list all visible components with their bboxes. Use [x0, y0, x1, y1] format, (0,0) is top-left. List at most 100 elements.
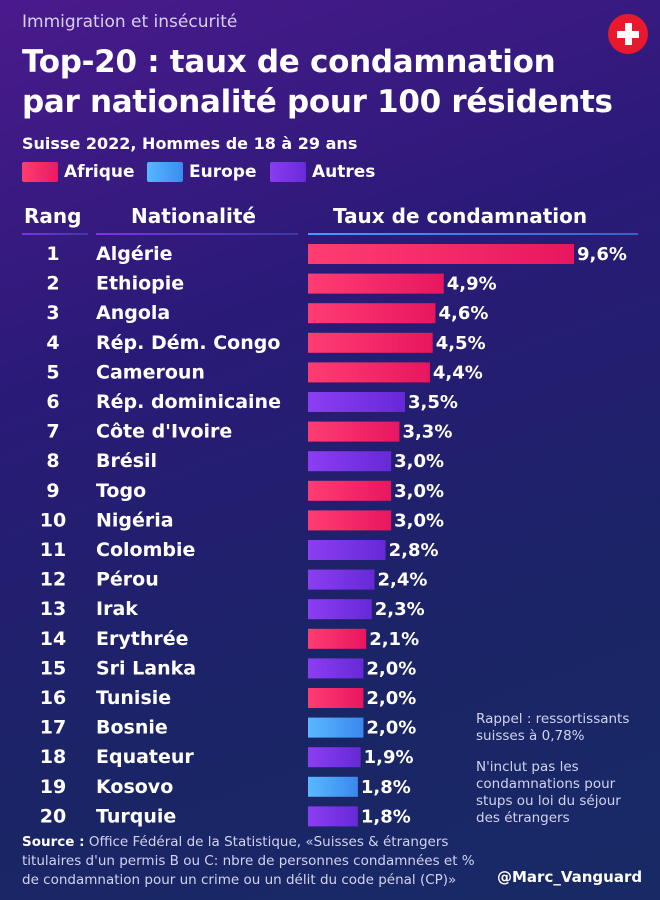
- rank-label: 19: [40, 776, 66, 798]
- rank-label: 18: [40, 746, 66, 768]
- value-label: 1,9%: [364, 747, 414, 768]
- category-label: Cameroun: [96, 361, 205, 383]
- value-label: 2,1%: [369, 629, 419, 650]
- rank-label: 9: [46, 480, 59, 502]
- bar: [308, 806, 358, 827]
- category-label: Nigéria: [96, 509, 174, 531]
- legend-item-afrique: Afrique: [22, 162, 135, 182]
- category-label: Togo: [96, 480, 146, 502]
- rank-label: 8: [46, 450, 59, 472]
- bar: [308, 273, 444, 294]
- category-label: Colombie: [96, 539, 195, 561]
- category-label: Côte d'Ivoire: [96, 421, 232, 443]
- value-label: 3,0%: [394, 481, 444, 502]
- rank-label: 4: [46, 332, 59, 354]
- bar-chart: 1 Algérie 9,6% 2 Ethiopie 4,9% 3 Angola 4,6% 4 Rép…: [40, 243, 627, 827]
- header-rule-nationality: [96, 233, 298, 235]
- swiss-flag-icon: [608, 14, 648, 54]
- value-label: 2,3%: [375, 599, 425, 620]
- legend-swatch-europe: [147, 162, 183, 182]
- bar: [308, 628, 367, 649]
- value-label: 4,5%: [436, 333, 486, 354]
- bar: [308, 451, 392, 472]
- bar: [308, 688, 364, 708]
- category-label: Tunisie: [96, 687, 171, 709]
- header-rule-rate: [308, 233, 638, 235]
- rank-label: 7: [46, 421, 59, 443]
- category-label: Angola: [96, 302, 170, 324]
- rank-label: 13: [40, 598, 66, 620]
- category-label: Sri Lanka: [96, 657, 196, 679]
- rank-label: 15: [40, 657, 66, 679]
- legend-label-europe: Europe: [189, 162, 257, 182]
- rank-label: 16: [40, 687, 66, 709]
- value-label: 2,0%: [366, 658, 416, 679]
- value-label: 3,3%: [402, 422, 452, 443]
- rank-label: 2: [46, 273, 59, 295]
- value-label: 4,9%: [447, 274, 497, 295]
- value-label: 4,4%: [433, 362, 483, 383]
- rank-label: 1: [46, 243, 59, 265]
- value-label: 3,5%: [408, 392, 458, 413]
- chart-subtitle: Suisse 2022, Hommes de 18 à 29 ans: [22, 134, 358, 153]
- bar: [308, 569, 375, 590]
- value-label: 9,6%: [577, 244, 627, 265]
- bar: [308, 599, 372, 620]
- column-header-rank: Rang: [24, 204, 82, 228]
- value-label: 4,6%: [438, 303, 488, 324]
- value-label: 2,0%: [366, 688, 416, 709]
- bar: [308, 658, 364, 679]
- rank-label: 3: [46, 302, 59, 324]
- source-text: Source : Office Fédéral de la Statistiqu…: [22, 833, 492, 890]
- legend-item-autres: Autres: [270, 162, 375, 182]
- bar: [308, 776, 358, 797]
- value-label: 1,8%: [361, 777, 411, 798]
- bar: [308, 540, 386, 560]
- value-label: 3,0%: [394, 451, 444, 472]
- category-label: Pérou: [96, 569, 159, 591]
- bar: [308, 392, 405, 412]
- chart-title: Top-20 : taux de condamnation par nation…: [22, 42, 613, 122]
- bar: [308, 362, 430, 383]
- kicker-text: Immigration et insécurité: [22, 12, 238, 32]
- bar: [308, 480, 392, 501]
- value-label: 2,8%: [389, 540, 439, 561]
- rank-label: 14: [40, 628, 66, 650]
- note-reminder: Rappel : ressortissants suisses à 0,78%: [476, 711, 630, 744]
- category-label: Bosnie: [96, 717, 168, 739]
- value-label: 3,0%: [394, 510, 444, 531]
- bar: [308, 332, 433, 353]
- legend-swatch-autres: [270, 162, 306, 182]
- author-handle: @Marc_Vanguard: [497, 868, 643, 886]
- rank-label: 5: [46, 361, 59, 383]
- chart-rows: 1 Algérie 9,6% 2 Ethiopie 4,9% 3 Angola 4,6% 4 Rép…: [40, 243, 627, 827]
- bar: [308, 421, 400, 442]
- bar: [308, 717, 364, 738]
- rank-label: 12: [40, 569, 66, 591]
- category-label: Algérie: [96, 243, 172, 265]
- note-exclusion: N'inclut pas les condamnations pour stup…: [476, 759, 621, 826]
- category-label: Kosovo: [96, 776, 173, 798]
- rank-label: 20: [40, 805, 66, 827]
- bar: [308, 747, 361, 768]
- rank-label: 6: [46, 391, 59, 413]
- bar: [308, 303, 436, 324]
- rank-label: 17: [40, 717, 66, 739]
- legend-swatch-afrique: [22, 162, 58, 182]
- title-line-2: par nationalité pour 100 résidents: [22, 84, 613, 120]
- source-body: Office Fédéral de la Statistique, «Suiss…: [22, 834, 475, 888]
- category-label: Irak: [96, 598, 138, 620]
- value-label: 2,0%: [366, 718, 416, 739]
- category-label: Brésil: [96, 450, 157, 472]
- category-label: Rép. Dém. Congo: [96, 332, 280, 354]
- value-label: 2,4%: [378, 570, 428, 591]
- category-label: Ethiopie: [96, 273, 184, 295]
- category-label: Rép. dominicaine: [96, 391, 281, 413]
- legend-label-autres: Autres: [312, 162, 376, 182]
- header-rule-rank: [22, 233, 88, 235]
- bar: [308, 244, 574, 264]
- category-label: Turquie: [96, 805, 176, 827]
- rank-label: 10: [40, 509, 66, 531]
- legend-item-europe: Europe: [147, 162, 256, 182]
- rank-label: 11: [40, 539, 66, 561]
